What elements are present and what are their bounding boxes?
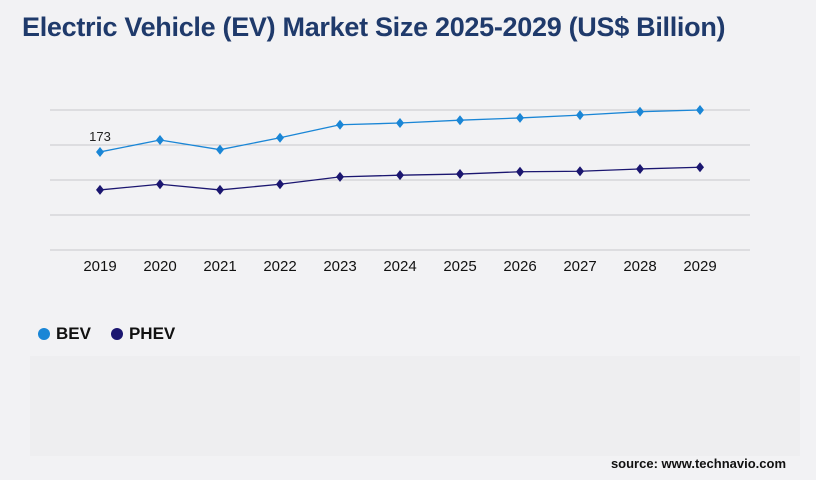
data-point-bev <box>576 110 584 121</box>
x-tick-label: 2019 <box>83 258 116 275</box>
data-point-phev <box>96 184 104 195</box>
legend: BEV PHEV <box>38 324 175 344</box>
data-point-bev <box>396 118 404 129</box>
x-tick-label: 2025 <box>443 258 476 275</box>
x-tick-label: 2020 <box>143 258 176 275</box>
data-point-phev <box>156 179 164 190</box>
data-label: 173 <box>89 129 111 144</box>
x-tick-label: 2021 <box>203 258 236 275</box>
x-tick-label: 2022 <box>263 258 296 275</box>
data-point-bev <box>96 146 104 157</box>
x-tick-label: 2029 <box>683 258 716 275</box>
data-point-phev <box>216 184 224 195</box>
legend-item-phev: PHEV <box>110 324 176 344</box>
legend-label: BEV <box>56 324 91 343</box>
x-tick-label: 2026 <box>503 258 536 275</box>
line-chart: 2019 2020 2021 2022 2023 2024 2025 2026 2027 2028… <box>50 105 750 275</box>
data-point-bev <box>636 106 644 117</box>
data-point-phev <box>336 171 344 182</box>
data-point-bev <box>156 135 164 146</box>
data-point-phev <box>276 179 284 190</box>
x-tick-label: 2027 <box>563 258 596 275</box>
x-tick-label: 2024 <box>383 258 416 275</box>
data-point-bev <box>696 105 704 115</box>
legend-marker-icon <box>110 328 123 340</box>
legend-label: PHEV <box>128 324 176 343</box>
data-point-phev <box>456 169 464 180</box>
source-text: source: www.technavio.com <box>610 456 786 471</box>
data-point-phev <box>696 162 704 173</box>
chart-title: Electric Vehicle (EV) Market Size 2025-2… <box>22 12 726 42</box>
data-point-bev <box>456 115 464 126</box>
legend-item-bev: BEV <box>38 324 91 344</box>
data-point-phev <box>576 166 584 177</box>
data-point-bev <box>276 132 284 143</box>
data-point-phev <box>516 166 524 177</box>
data-point-bev <box>336 119 344 130</box>
x-tick-label: 2028 <box>623 258 656 275</box>
data-point-phev <box>396 170 404 181</box>
data-point-phev <box>636 163 644 174</box>
series-line-bev <box>99 109 701 153</box>
legend-marker-icon <box>38 328 50 340</box>
background-panel <box>30 356 800 456</box>
x-tick-label: 2023 <box>323 258 356 275</box>
data-point-bev <box>516 112 524 123</box>
data-point-bev <box>216 144 224 155</box>
